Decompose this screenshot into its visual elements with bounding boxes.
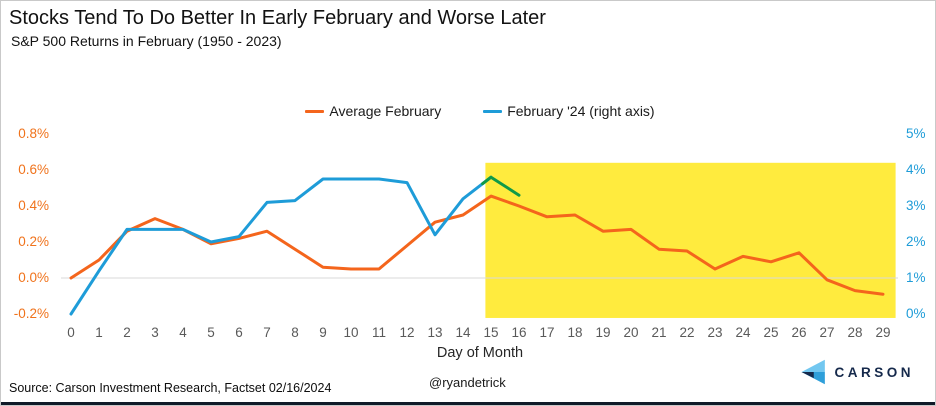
x-axis-tick: 12 xyxy=(399,325,415,340)
x-axis-tick: 13 xyxy=(427,325,443,340)
left-axis-tick: 0.2% xyxy=(18,234,49,249)
right-axis-tick: 1% xyxy=(906,270,926,285)
x-axis-tick: 25 xyxy=(763,325,779,340)
left-axis-tick: -0.2% xyxy=(13,306,49,321)
x-axis-tick: 23 xyxy=(707,325,723,340)
late-february-highlight-region xyxy=(485,162,896,318)
legend-item-1: February '24 (right axis) xyxy=(483,103,655,119)
series-line-1 xyxy=(69,175,493,316)
x-axis-tick: 10 xyxy=(343,325,359,340)
bottom-border xyxy=(1,402,935,405)
x-axis-tick: 19 xyxy=(595,325,611,340)
x-axis-tick: 8 xyxy=(291,325,299,340)
x-axis-tick: 5 xyxy=(207,325,215,340)
right-axis-tick: 3% xyxy=(906,198,926,213)
x-axis-tick: 0 xyxy=(67,325,75,340)
x-axis-tick: 22 xyxy=(679,325,695,340)
x-axis-tick: 24 xyxy=(735,325,751,340)
legend-swatch-icon xyxy=(305,109,325,113)
left-axis-tick: 0.6% xyxy=(18,162,49,177)
legend-swatch-icon xyxy=(483,109,503,113)
x-axis-tick: 28 xyxy=(847,325,863,340)
carson-logo-icon xyxy=(801,359,826,385)
x-axis-tick: 20 xyxy=(623,325,639,340)
right-axis-tick: 4% xyxy=(906,162,926,177)
right-axis-tick: 2% xyxy=(906,234,926,249)
carson-logo-text: CARSON xyxy=(834,364,914,380)
x-axis-tick: 27 xyxy=(819,325,835,340)
x-axis-tick: 26 xyxy=(791,325,807,340)
legend-label: February '24 (right axis) xyxy=(507,103,655,119)
left-axis-tick: 0.8% xyxy=(18,126,49,141)
legend-item-0: Average February xyxy=(305,103,441,119)
x-axis-tick: 29 xyxy=(875,325,891,340)
carson-logo: CARSON xyxy=(798,358,914,386)
x-axis-tick: 16 xyxy=(511,325,527,340)
x-axis-tick: 6 xyxy=(235,325,243,340)
x-axis-tick: 2 xyxy=(123,325,131,340)
x-axis-tick: 9 xyxy=(319,325,327,340)
left-axis-tick: 0.4% xyxy=(18,198,49,213)
x-axis-title: Day of Month xyxy=(436,345,524,361)
x-axis-tick: 7 xyxy=(263,325,271,340)
x-axis-tick: 4 xyxy=(179,325,187,340)
x-axis-tick: 3 xyxy=(151,325,159,340)
left-axis-tick: 0.0% xyxy=(18,270,49,285)
right-axis-tick: 0% xyxy=(906,306,926,321)
series-line-2 xyxy=(481,175,521,197)
x-axis-tick: 17 xyxy=(539,325,555,340)
x-axis-tick: 14 xyxy=(455,325,471,340)
legend-label: Average February xyxy=(329,103,442,119)
x-axis-tick: 1 xyxy=(95,325,103,340)
legend: Average February February '24 (right axis… xyxy=(61,103,899,119)
x-axis-tick: 11 xyxy=(371,325,386,340)
source-note: Source: Carson Investment Research, Fact… xyxy=(9,381,332,395)
twitter-handle: @ryandetrick xyxy=(429,375,506,390)
x-axis-tick: 15 xyxy=(483,325,499,340)
x-axis-tick: 18 xyxy=(567,325,583,340)
x-axis-tick: 21 xyxy=(651,325,667,340)
chart-title: Stocks Tend To Do Better In Early Februa… xyxy=(9,7,546,29)
right-axis-tick: 5% xyxy=(906,126,926,141)
chart-subtitle: S&P 500 Returns in February (1950 - 2023… xyxy=(11,33,282,49)
